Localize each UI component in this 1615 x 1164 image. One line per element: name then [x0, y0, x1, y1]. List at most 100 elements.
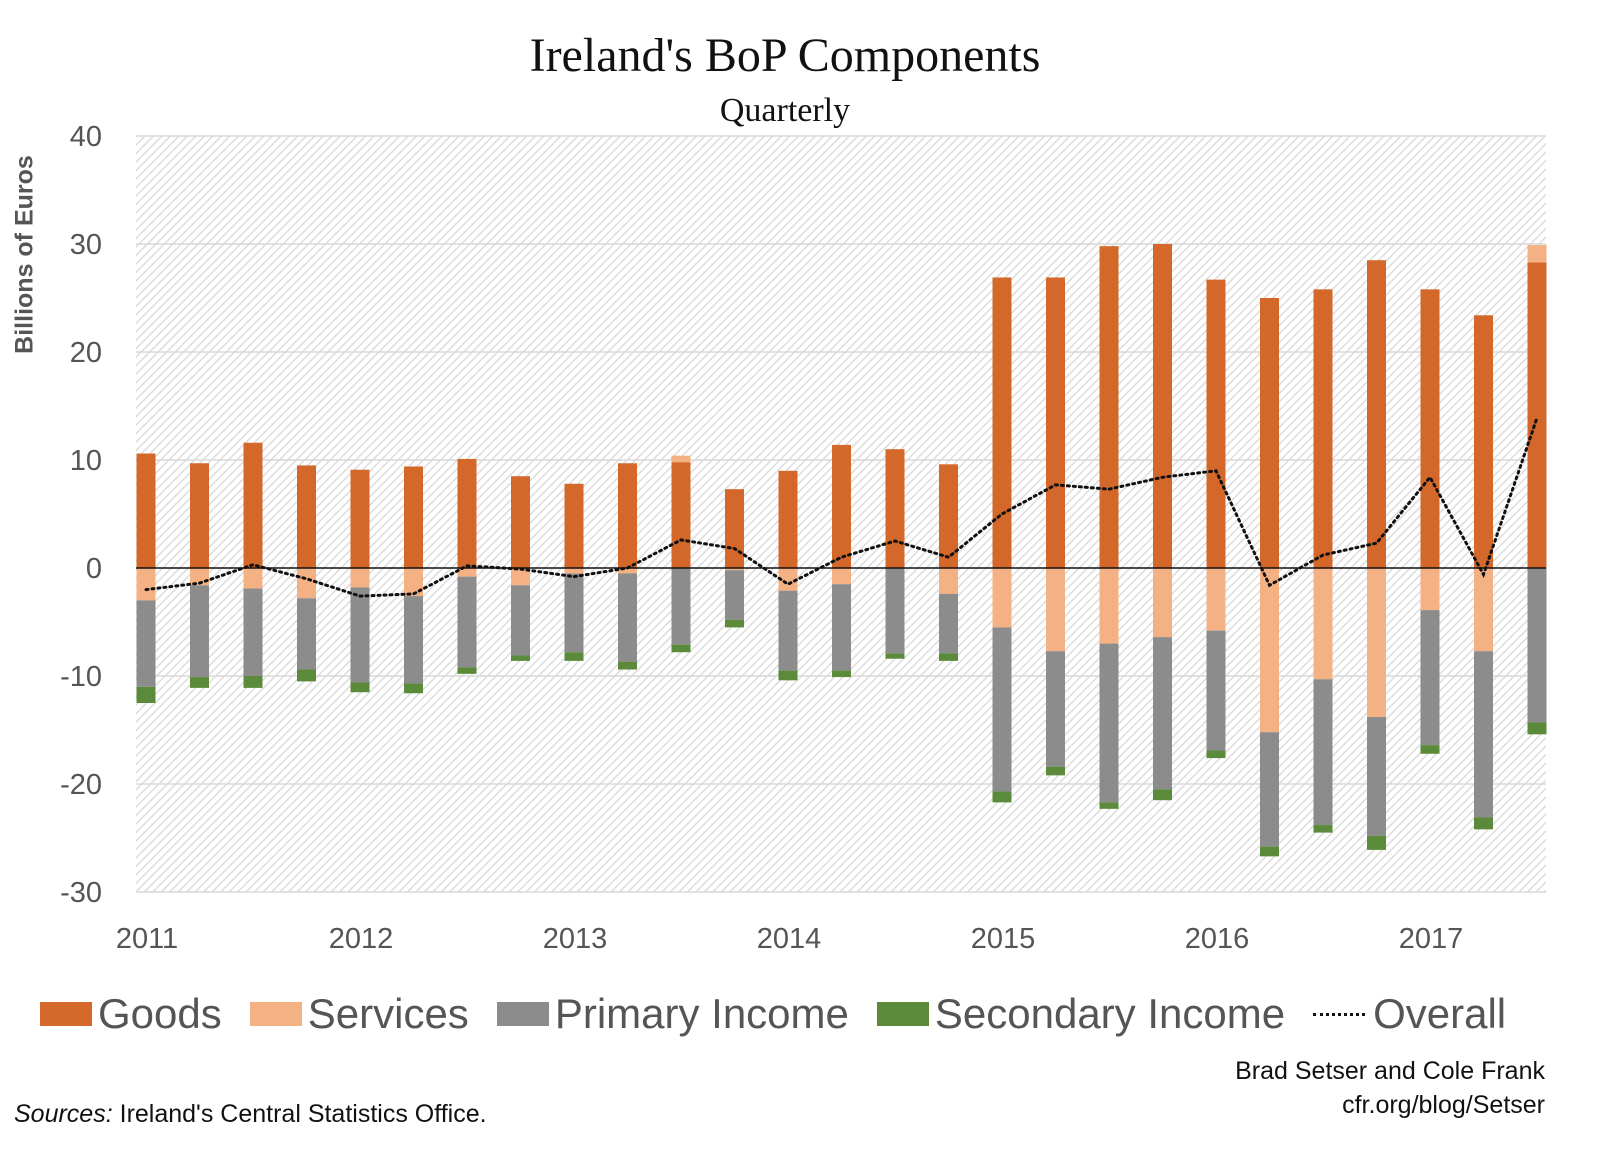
legend-label: Overall [1373, 990, 1507, 1037]
bar-primary-income [1099, 643, 1119, 803]
bar-secondary-income [350, 682, 370, 693]
bar-services [1474, 568, 1493, 652]
bar-primary-income [1206, 630, 1226, 751]
legend-item-overall: Overall [1313, 990, 1506, 1038]
bar-primary-income [511, 585, 530, 656]
bar-services [136, 568, 156, 601]
bar-services [511, 568, 530, 586]
bar-goods [992, 277, 1012, 568]
legend-label: Secondary Income [934, 990, 1286, 1037]
legend-item-goods: Goods [40, 990, 222, 1038]
bar-goods [350, 469, 370, 568]
bar-primary-income [1046, 651, 1065, 767]
bar-secondary-income [1260, 846, 1279, 857]
bar-services [778, 568, 798, 591]
y-tick-label: 0 [86, 553, 102, 585]
bar-secondary-income [671, 644, 691, 653]
bar-goods [1313, 289, 1333, 568]
bar-goods [297, 465, 316, 568]
bar-goods [778, 470, 798, 568]
bar-primary-income [1367, 717, 1386, 836]
bar-primary-income [1527, 568, 1547, 723]
bar-goods [939, 464, 958, 568]
credit: Brad Setser and Cole Frank cfr.org/blog/… [1235, 1055, 1545, 1123]
y-tick-label: 30 [70, 229, 102, 261]
bar-primary-income [939, 593, 958, 654]
bar-secondary-income [1420, 745, 1440, 754]
bar-goods [1206, 279, 1226, 568]
bar-services [1099, 568, 1119, 644]
bar-primary-income [457, 576, 477, 668]
legend-swatch [249, 1002, 302, 1026]
x-tick-label: 2014 [757, 923, 822, 955]
bar-primary-income [1313, 679, 1333, 826]
bar-primary-income [1153, 637, 1172, 790]
legend-label: Primary Income [554, 990, 849, 1037]
bar-services [1046, 568, 1065, 652]
bar-services [725, 568, 744, 571]
legend-item-secondary-income: Secondary Income [876, 990, 1286, 1038]
bar-goods [457, 458, 477, 568]
bar-primary-income [243, 588, 263, 676]
x-tick-label: 2011 [116, 923, 178, 955]
bar-services [1367, 568, 1386, 718]
bar-secondary-income [1474, 817, 1493, 830]
bar-goods [832, 444, 851, 568]
bar-secondary-income [885, 653, 905, 659]
bar-services [457, 568, 477, 577]
bar-services [243, 568, 263, 589]
bar-secondary-income [243, 676, 263, 688]
bar-goods [1260, 298, 1279, 568]
y-tick-label: -30 [60, 877, 102, 909]
bar-secondary-income [564, 652, 584, 661]
bar-goods [618, 463, 637, 568]
bar-secondary-income [1046, 766, 1065, 776]
bar-secondary-income [1367, 835, 1386, 850]
bar-services [1313, 568, 1333, 680]
legend-swatch [496, 1002, 549, 1026]
x-tick-label: 2012 [329, 923, 394, 955]
bar-services [939, 568, 958, 594]
bar-primary-income [618, 573, 637, 662]
bar-goods [725, 489, 744, 568]
bar-secondary-income [1153, 789, 1172, 801]
bar-goods [1474, 315, 1493, 568]
x-tick-label: 2013 [543, 923, 608, 955]
bar-services [1206, 568, 1226, 631]
bar-primary-income [1420, 610, 1440, 746]
bar-secondary-income [832, 670, 851, 678]
chart-subtitle: Quarterly [719, 92, 851, 129]
legend-label: Services [307, 990, 469, 1037]
bar-goods [243, 442, 263, 568]
bar-secondary-income [457, 667, 477, 674]
bar-secondary-income [1527, 722, 1547, 735]
bar-services [618, 568, 637, 574]
bar-services [1153, 568, 1172, 638]
bar-services [564, 568, 584, 574]
bar-secondary-income [618, 661, 637, 670]
legend-swatch [40, 1002, 92, 1026]
bar-primary-income [136, 600, 156, 687]
bar-secondary-income [190, 677, 209, 688]
bar-primary-income [1260, 732, 1279, 847]
bar-primary-income [564, 573, 584, 653]
bar-secondary-income [297, 669, 316, 682]
credit-url: cfr.org/blog/Setser [1342, 1090, 1545, 1119]
bar-primary-income [297, 598, 316, 670]
bar-primary-income [778, 590, 798, 671]
overall-line [144, 416, 1539, 598]
bar-primary-income [832, 584, 851, 671]
chart-title: Ireland's BoP Components [529, 29, 1041, 82]
source-label: Sources: [14, 1100, 113, 1128]
legend-item-services: Services [249, 990, 469, 1038]
chart-plot: 40 30 20 10 0 -10 -20 -30 2011 2012 2013 2014 2015 2… [60, 121, 1547, 955]
bar-goods [511, 476, 530, 568]
legend: Goods Services Primary Income Secondary … [40, 990, 1534, 1038]
bar-services [1260, 568, 1279, 733]
bar-goods [885, 449, 905, 568]
bar-primary-income [992, 627, 1012, 792]
bar-goods [1099, 246, 1119, 568]
x-tick-label: 2016 [1185, 923, 1250, 955]
source-note: Sources: Ireland's Central Statistics Of… [14, 1100, 487, 1129]
y-tick-label: 20 [70, 337, 102, 369]
